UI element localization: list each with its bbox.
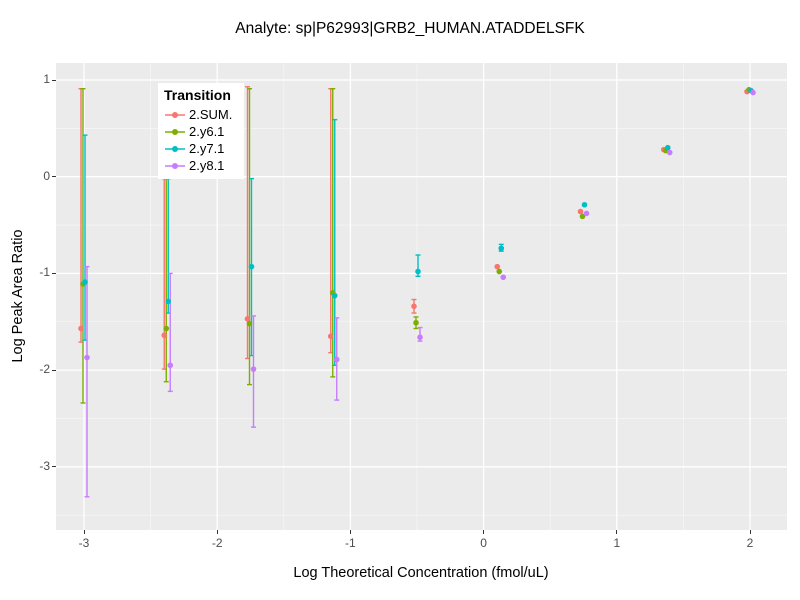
x-tick-mark [83,530,85,534]
y-tick-mark [52,176,56,178]
y-tick-label: -3 [39,458,50,473]
y-tick-label: -1 [39,265,50,280]
x-tick-mark [616,530,618,534]
y-tick-label: 0 [43,168,50,183]
x-tick-label: 0 [480,536,487,550]
chart-canvas [56,63,787,530]
y-tick-label: 1 [43,72,50,86]
legend-item-label: 2.y6.1 [189,124,225,139]
y-tick-mark [52,272,56,274]
x-tick-mark [749,530,751,534]
legend-item-label: 2.y7.1 [189,141,225,156]
x-tick-mark [483,530,485,534]
legend-key-icon [165,128,185,135]
legend-key-icon [165,145,185,152]
legend-item-2-y7-1: 2.y7.1 [164,140,238,157]
x-tick-label: -3 [78,536,90,550]
legend-item-label: 2.SUM. [189,107,233,122]
legend-item-2-y8-1: 2.y8.1 [164,157,238,174]
x-tick-label: 2 [746,536,754,550]
y-tick-mark [52,79,56,81]
x-tick-mark [216,530,218,534]
legend-key-icon [165,162,185,169]
legend-item-2-y6-1: 2.y6.1 [164,123,238,140]
x-tick-label: -1 [345,536,356,550]
x-tick-label: -2 [211,536,223,550]
legend-key-icon [165,111,185,118]
plot-title: Analyte: sp|P62993|GRB2_HUMAN.ATADDELSFK [235,20,585,37]
legend-items: 2.SUM. 2.y6.1 2.y7.1 2.y8.1 [164,106,238,174]
y-tick-mark [52,369,56,371]
legend-item-2-sum: 2.SUM. [164,106,238,123]
y-tick-label: -2 [39,362,50,377]
legend-item-label: 2.y8.1 [189,158,225,173]
legend: Transition 2.SUM. 2.y6.1 2.y7.1 2.y8.1 [158,83,244,179]
x-tick-mark [349,530,351,534]
y-axis-title: Log Peak Area Ratio [10,229,26,363]
x-axis-title: Log Theoretical Concentration (fmol/uL) [293,565,549,581]
legend-title: Transition [164,87,231,103]
y-tick-mark [52,466,56,468]
x-tick-label: 1 [613,536,621,550]
